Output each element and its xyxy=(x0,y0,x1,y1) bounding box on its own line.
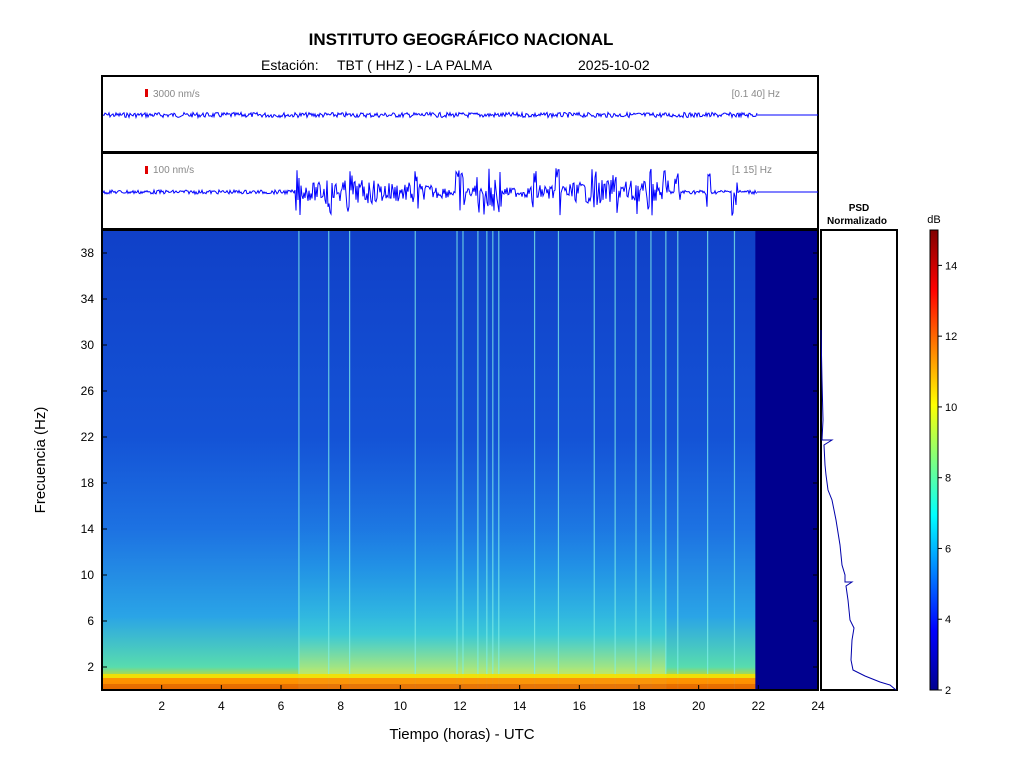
colorbar-tick-label: 6 xyxy=(945,543,951,555)
psd-subtitle: Normalizado xyxy=(827,216,887,227)
y-tick-label: 22 xyxy=(81,430,95,444)
colorbar-ticks: 2 4 6 8 10 12 14 xyxy=(938,260,957,697)
colorbar-tick-label: 8 xyxy=(945,473,951,485)
trace2-waveform xyxy=(102,168,758,216)
psd-panel: PSD Normalizado xyxy=(820,203,898,691)
x-tick-label: 12 xyxy=(453,699,467,713)
y-tick-label: 26 xyxy=(81,384,95,398)
x-tick-label: 18 xyxy=(632,699,646,713)
station-label: TBT ( HHZ ) - LA PALMA xyxy=(337,57,493,73)
x-tick-label: 20 xyxy=(692,699,706,713)
trace2-filter-label: [1 15] Hz xyxy=(732,165,772,176)
x-tick-label: 10 xyxy=(394,699,408,713)
colorbar-unit: dB xyxy=(927,214,940,226)
trace-panel-filtered: 100 nm/s [1 15] Hz xyxy=(101,152,819,230)
trace1-filter-label: [0.1 40] Hz xyxy=(732,89,780,100)
x-axis: 2 4 6 8 10 12 14 16 18 20 22 24 xyxy=(158,685,825,713)
date-label: 2025-10-02 xyxy=(578,57,650,73)
no-data-region xyxy=(755,230,818,690)
scale-bar-marker xyxy=(145,166,148,174)
x-tick-label: 4 xyxy=(218,699,225,713)
event-lines xyxy=(298,230,736,690)
x-tick-label: 6 xyxy=(278,699,285,713)
colorbar-tick-label: 4 xyxy=(945,614,951,626)
figure-title: INSTITUTO GEOGRÁFICO NACIONAL xyxy=(309,30,614,49)
y-tick-label: 2 xyxy=(87,660,94,674)
x-tick-label: 24 xyxy=(811,699,825,713)
x-tick-label: 22 xyxy=(752,699,766,713)
y-axis-label: Frecuencia (Hz) xyxy=(32,407,49,514)
scale-bar-marker xyxy=(145,89,148,97)
x-tick-label: 14 xyxy=(513,699,527,713)
colorbar-tick-label: 12 xyxy=(945,331,957,343)
y-tick-label: 14 xyxy=(81,522,95,536)
x-tick-label: 2 xyxy=(158,699,165,713)
trace1-waveform xyxy=(102,110,758,120)
colorbar-tick-label: 2 xyxy=(945,685,951,697)
y-tick-label: 30 xyxy=(81,338,95,352)
x-tick-label: 8 xyxy=(337,699,344,713)
trace-panel-broadband: 3000 nm/s [0.1 40] Hz xyxy=(101,75,819,153)
trace2-scale-label: 100 nm/s xyxy=(153,165,194,176)
colorbar: dB 2 4 6 8 10 12 14 xyxy=(927,214,957,697)
y-tick-label: 10 xyxy=(81,568,95,582)
station-prefix: Estación: xyxy=(261,57,319,73)
noise-region xyxy=(298,437,666,690)
colorbar-tick-label: 14 xyxy=(945,260,957,272)
y-tick-label: 38 xyxy=(81,246,95,260)
y-tick-label: 6 xyxy=(87,614,94,628)
y-tick-label: 34 xyxy=(81,292,95,306)
psd-title: PSD xyxy=(849,203,870,214)
colorbar-tick-label: 10 xyxy=(945,402,957,414)
psd-curve xyxy=(820,329,897,691)
y-tick-label: 18 xyxy=(81,476,95,490)
x-tick-label: 16 xyxy=(573,699,587,713)
trace1-scale-label: 3000 nm/s xyxy=(153,89,200,100)
x-axis-label: Tiempo (horas) - UTC xyxy=(389,726,534,743)
